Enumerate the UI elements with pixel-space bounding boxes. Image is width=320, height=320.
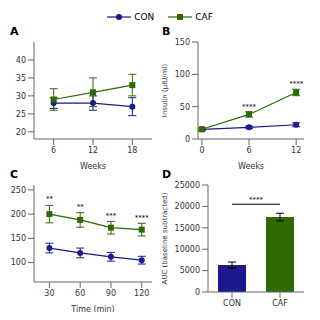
svg-text:CON: CON [223,299,241,308]
html-text:A: A [10,25,19,38]
svg-text:100: 100 [11,258,26,267]
svg-text:30: 30 [44,289,54,298]
svg-text:****: **** [135,214,150,222]
svg-text:40: 40 [16,56,26,65]
svg-text:0: 0 [185,135,190,144]
svg-text:***: *** [106,212,117,220]
html-text:D: D [162,168,172,181]
html-text:CON: CON [134,12,155,22]
svg-text:AUC (baseline subtracted): AUC (baseline subtracted) [161,192,169,284]
svg-text:**: ** [46,195,54,203]
svg-text:150: 150 [11,234,26,243]
svg-text:60: 60 [75,289,85,298]
svg-text:Weeks: Weeks [80,162,106,169]
svg-text:****: **** [289,80,304,88]
svg-text:6: 6 [51,146,56,155]
svg-text:CAF: CAF [272,299,288,308]
svg-text:150: 150 [175,38,190,47]
svg-text:120: 120 [134,289,149,298]
svg-text:****: **** [242,103,257,111]
svg-text:20: 20 [16,128,26,137]
svg-text:18: 18 [127,146,137,155]
svg-text:90: 90 [106,289,116,298]
svg-text:**: ** [77,203,85,211]
svg-text:25000: 25000 [175,181,200,190]
svg-text:6: 6 [246,146,251,155]
svg-text:50: 50 [180,103,190,112]
svg-text:Weeks: Weeks [238,162,264,169]
svg-text:12: 12 [291,146,301,155]
svg-text:15000: 15000 [175,224,200,233]
svg-text:200: 200 [11,210,26,219]
svg-text:250: 250 [11,186,26,195]
svg-text:5000: 5000 [180,266,200,275]
svg-text:35: 35 [16,74,26,83]
svg-text:100: 100 [175,70,190,79]
html-text:CAF: CAF [195,12,213,22]
svg-text:10000: 10000 [175,245,200,254]
svg-text:20000: 20000 [175,202,200,211]
html-text:C: C [10,168,19,181]
svg-text:****: **** [249,196,264,204]
html-text:B: B [162,25,171,38]
svg-text:30: 30 [16,92,26,101]
svg-text:0: 0 [199,146,204,155]
svg-text:12: 12 [88,146,98,155]
svg-text:25: 25 [16,110,26,119]
svg-text:Time (min): Time (min) [70,305,114,312]
svg-text:Insulin (μIU/ml): Insulin (μIU/ml) [161,64,169,118]
svg-text:0: 0 [195,288,200,297]
